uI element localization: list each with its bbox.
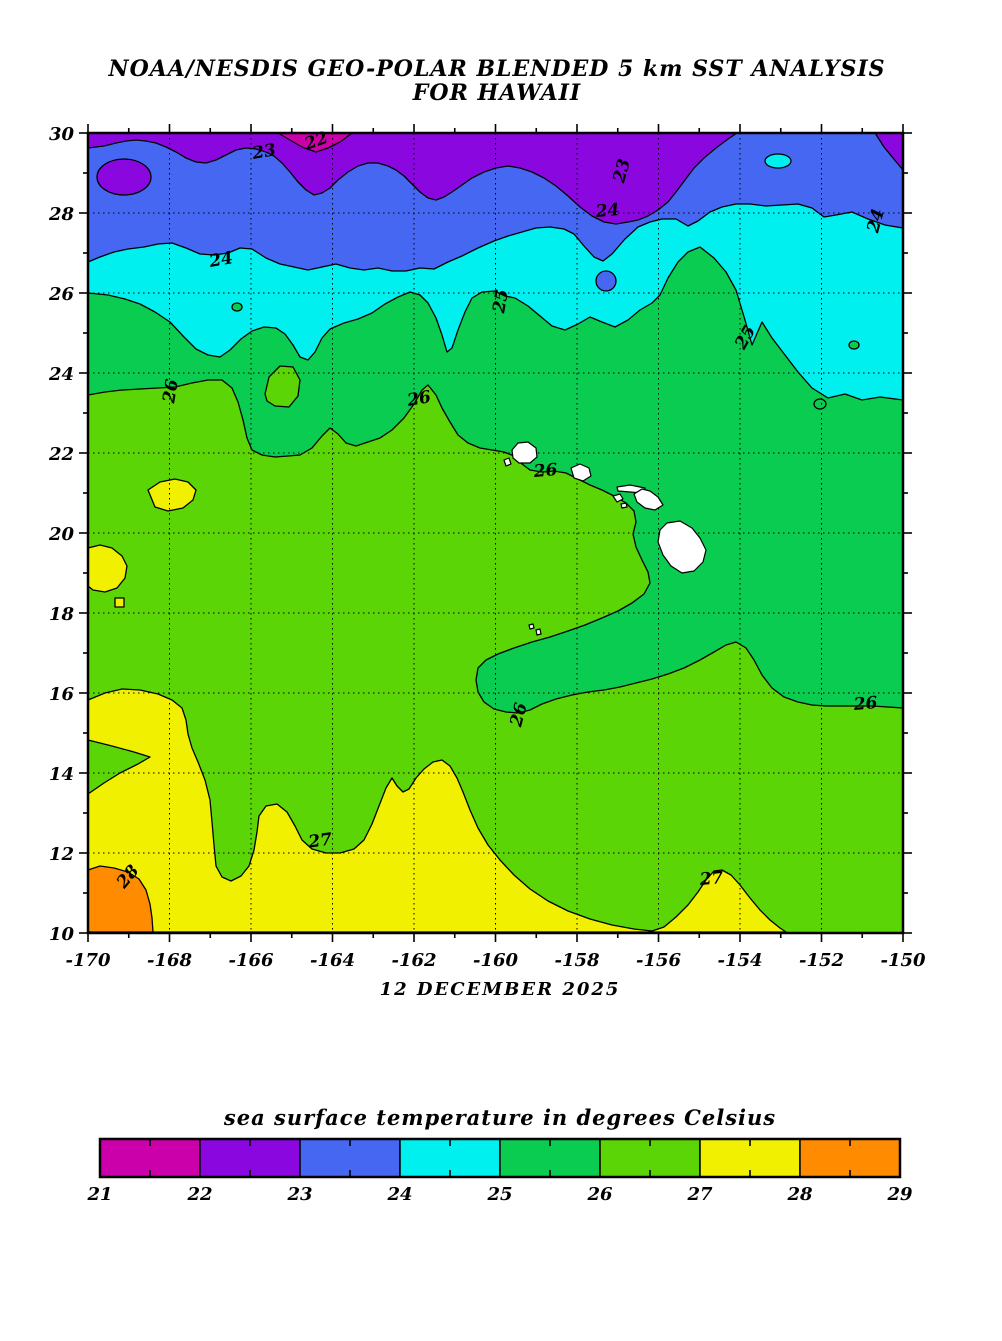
- island-niihau: [503, 457, 512, 467]
- colorbar-tick-label: 28: [786, 1184, 813, 1205]
- colorbar-tick-label: 25: [486, 1184, 512, 1205]
- band-26-27: [87, 379, 904, 934]
- contour-label: 26: [405, 387, 433, 411]
- colorbar-tick-label: 27: [686, 1184, 713, 1205]
- axis-label-layer: -170 -168 -166 -164 -162 -160 -158 -156 -154 -152…: [48, 124, 926, 971]
- blob-cyan-in-blue: [764, 153, 792, 169]
- y-axis-tick-label: 12: [49, 844, 74, 865]
- blob-blue-in-cyan: [595, 270, 617, 292]
- blob-purple-in-blue: [96, 158, 152, 196]
- x-axis-tick-label: -158: [554, 950, 600, 971]
- date-label: 12 DECEMBER 2025: [380, 979, 621, 1000]
- contour-label: 27: [698, 868, 724, 890]
- x-axis-tick-label: -170: [65, 950, 111, 971]
- blob-green-in-cyan-2: [848, 340, 860, 350]
- y-axis-tick-label: 20: [48, 524, 75, 545]
- contour-label: 24: [207, 248, 235, 272]
- warm-patch-3: [114, 597, 125, 608]
- island-atoll-1: [528, 623, 535, 630]
- y-axis-tick-label: 10: [49, 924, 75, 945]
- y-axis-tick-label: 30: [49, 124, 75, 145]
- contour-label: 26: [159, 378, 183, 406]
- tick-layer: [79, 124, 912, 942]
- contour-label: 26: [852, 693, 878, 715]
- band-21-22: [277, 132, 353, 153]
- blob-green-in-cyan-1: [231, 302, 243, 312]
- y-axis-tick-label: 22: [48, 444, 74, 465]
- islands: [503, 441, 707, 636]
- band-26-27-edge-wedge: [87, 739, 151, 795]
- y-axis-tick-label: 18: [49, 604, 75, 625]
- band-27-28: [87, 688, 787, 933]
- x-axis-tick-label: -150: [880, 950, 926, 971]
- contour-label: 25: [489, 288, 513, 316]
- temperature-bands: [87, 132, 904, 934]
- colorbar-tick-label: 24: [386, 1184, 412, 1205]
- map-frame: [86, 131, 905, 935]
- colorbar-tick-label: 21: [86, 1184, 112, 1205]
- band-26-27-patch: [264, 365, 301, 408]
- y-axis-tick-label: 24: [48, 364, 74, 385]
- island-kauai: [511, 441, 538, 464]
- x-axis-tick-label: -156: [636, 950, 682, 971]
- x-axis-tick-label: -162: [391, 950, 436, 971]
- island-lanai: [612, 493, 624, 503]
- contour-label: 27: [306, 829, 333, 852]
- blob-green-in-cyan-3: [813, 398, 827, 410]
- x-axis-tick-label: -168: [147, 950, 193, 971]
- y-axis-tick-label: 16: [49, 684, 75, 705]
- island-kahoolawe: [620, 502, 628, 509]
- x-axis-tick-label: -164: [310, 950, 355, 971]
- island-atoll-2: [535, 628, 542, 636]
- island-hawaii: [657, 520, 707, 574]
- colorbar-frame: [98, 1137, 902, 1179]
- x-axis-tick-label: -154: [717, 950, 762, 971]
- island-oahu: [570, 463, 592, 482]
- x-axis-tick-label: -152: [799, 950, 844, 971]
- contour-label: 26: [532, 460, 558, 482]
- band-22-23: [87, 132, 738, 225]
- warm-patch-1: [147, 478, 197, 512]
- y-axis-tick-label: 14: [49, 764, 74, 785]
- page-title: NOAA/NESDIS GEO-POLAR BLENDED 5 km SST A…: [107, 56, 885, 82]
- warm-patch-2: [87, 544, 128, 593]
- colorbar-title: sea surface temperature in degrees Celsi…: [223, 1105, 776, 1130]
- x-axis-tick-label: -166: [228, 950, 274, 971]
- colorbar-tick-label: 22: [186, 1184, 212, 1205]
- grid-layer: [88, 133, 903, 933]
- x-axis-tick-label: -160: [473, 950, 519, 971]
- colorbar-tick-label: 23: [286, 1184, 312, 1205]
- contour-label: 23: [250, 140, 278, 164]
- colorbar-tick-label: 29: [886, 1184, 913, 1205]
- colorbar: 21 22 23 24 25 26 27 28 29: [86, 1137, 913, 1205]
- contour-label: 24: [594, 200, 620, 222]
- y-axis-tick-label: 28: [48, 204, 75, 225]
- y-axis-tick-label: 26: [48, 284, 75, 305]
- page-subtitle: FOR HAWAII: [412, 80, 581, 106]
- island-maui: [633, 488, 664, 511]
- colorbar-tick-label: 26: [586, 1184, 613, 1205]
